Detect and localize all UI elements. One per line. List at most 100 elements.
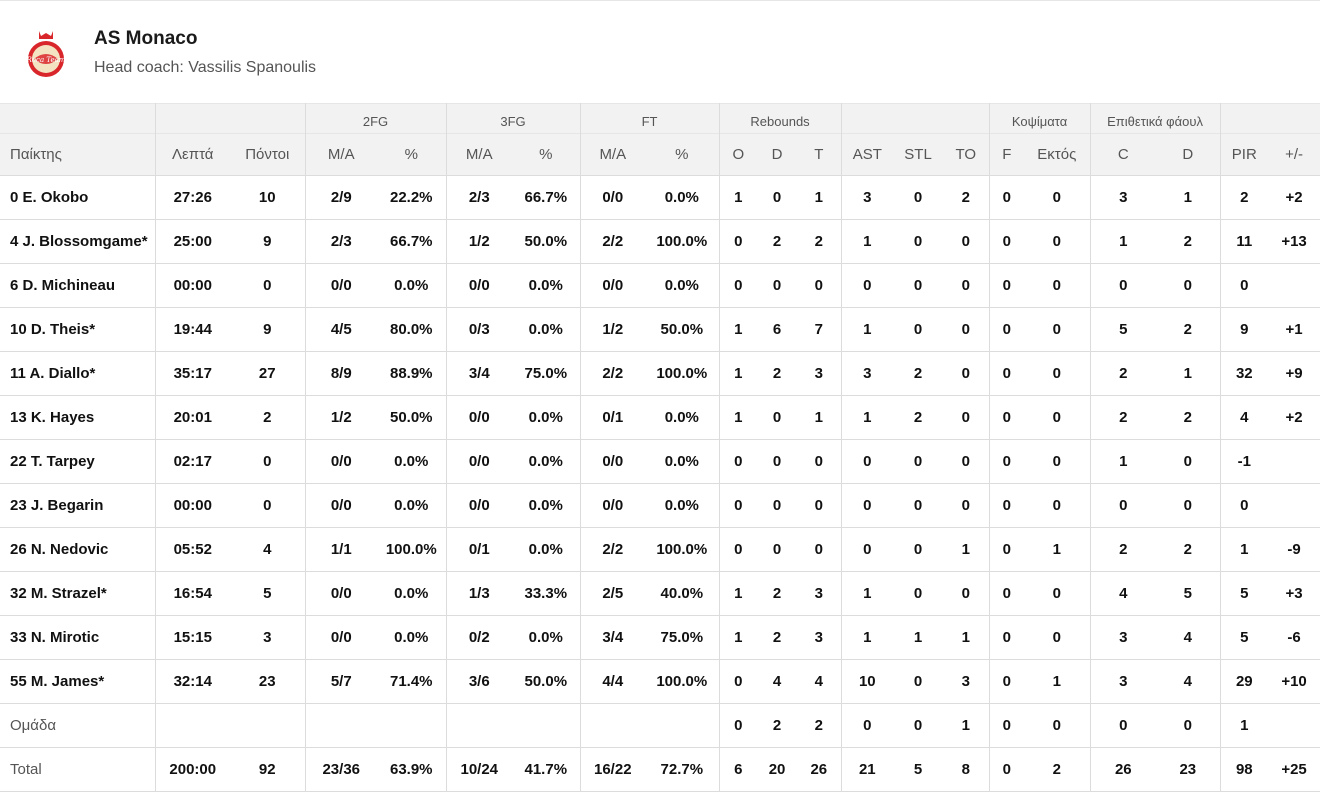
cell-player[interactable]: 4 J. Blossomgame*: [0, 219, 155, 264]
cell-3fg-made-att: 3/4: [445, 351, 513, 396]
col-header-3fg-made-att[interactable]: M/A: [445, 133, 513, 176]
cell-plus-minus: +2: [1268, 395, 1320, 440]
col-header-plus-minus[interactable]: +/-: [1268, 133, 1320, 176]
cell-blocks-for: 0: [988, 483, 1025, 528]
cell-points: 0: [230, 439, 305, 484]
col-header-player[interactable]: Παίκτης: [0, 133, 155, 176]
cell-2fg-pct: 0.0%: [377, 263, 447, 308]
cell-ft-made-att: [579, 703, 646, 748]
cell-reb-off: 0: [718, 527, 758, 572]
cell-fouls-committed: 26: [1089, 747, 1157, 792]
cell-ft-made-att: 1/2: [579, 307, 646, 352]
group-empty-player: [0, 103, 155, 134]
cell-reb-total: 0: [797, 483, 842, 528]
col-header-fouls-drawn[interactable]: D: [1156, 133, 1221, 176]
col-header-ft-pct[interactable]: %: [645, 133, 720, 176]
cell-reb-off: 6: [718, 747, 758, 792]
col-header-pir[interactable]: PIR: [1219, 133, 1269, 176]
col-header-2fg-pct[interactable]: %: [377, 133, 447, 176]
cell-ft-pct: [645, 703, 720, 748]
col-header-ft-made-att[interactable]: M/A: [579, 133, 646, 176]
cell-assists: 1: [840, 395, 894, 440]
cell-fouls-drawn: 0: [1156, 703, 1221, 748]
cell-player[interactable]: 23 J. Begarin: [0, 483, 155, 528]
cell-plus-minus: -6: [1268, 615, 1320, 660]
cell-reb-def: 0: [757, 483, 798, 528]
cell-3fg-pct: [512, 703, 581, 748]
cell-turnovers: 1: [943, 615, 990, 660]
cell-reb-total: 2: [797, 219, 842, 264]
cell-reb-off: 1: [718, 615, 758, 660]
cell-3fg-made-att: 0/2: [445, 615, 513, 660]
team-row: Ομάδα 0 2 2 0 0 1 0 0 0 0 1: [0, 703, 1320, 748]
cell-pir: 11: [1219, 219, 1269, 264]
col-header-blocks-against[interactable]: Εκτός: [1024, 133, 1091, 176]
cell-reb-off: 1: [718, 395, 758, 440]
col-header-2fg-made-att[interactable]: M/A: [304, 133, 377, 176]
col-header-reb-def[interactable]: D: [757, 133, 798, 176]
cell-steals: 0: [893, 483, 944, 528]
cell-minutes: 27:26: [154, 175, 230, 220]
cell-ft-pct: 0.0%: [645, 395, 720, 440]
cell-player[interactable]: 22 T. Tarpey: [0, 439, 155, 484]
col-header-reb-total[interactable]: T: [797, 133, 842, 176]
cell-pir: 1: [1219, 527, 1269, 572]
cell-reb-def: 2: [757, 219, 798, 264]
cell-ft-made-att: 0/0: [579, 175, 646, 220]
col-header-3fg-pct[interactable]: %: [512, 133, 581, 176]
cell-points: 0: [230, 483, 305, 528]
cell-assists: 10: [840, 659, 894, 704]
cell-points: 92: [230, 747, 305, 792]
cell-minutes: 00:00: [154, 263, 230, 308]
cell-assists: 1: [840, 615, 894, 660]
cell-assists: 0: [840, 263, 894, 308]
cell-steals: 2: [893, 351, 944, 396]
cell-turnovers: 2: [943, 175, 990, 220]
cell-player[interactable]: 33 N. Mirotic: [0, 615, 155, 660]
cell-minutes: 25:00: [154, 219, 230, 264]
cell-3fg-made-att: 0/0: [445, 395, 513, 440]
cell-assists: 0: [840, 703, 894, 748]
col-header-steals[interactable]: STL: [893, 133, 944, 176]
cell-reb-def: 6: [757, 307, 798, 352]
cell-steals: 0: [893, 571, 944, 616]
col-header-fouls-committed[interactable]: C: [1089, 133, 1157, 176]
cell-player[interactable]: 10 D. Theis*: [0, 307, 155, 352]
group-blocks: Κοψίματα: [988, 103, 1091, 134]
cell-player[interactable]: 13 K. Hayes: [0, 395, 155, 440]
total-row: Total 200:00 92 23/36 63.9% 10/24 41.7% 16/22 72…: [0, 747, 1320, 792]
cell-player[interactable]: 0 E. Okobo: [0, 175, 155, 220]
cell-2fg-pct: [377, 703, 447, 748]
group-empty-basic: [154, 103, 305, 134]
cell-player[interactable]: 32 M. Strazel*: [0, 571, 155, 616]
team-logo-icon: Roca Team: [27, 31, 65, 77]
col-header-reb-off[interactable]: O: [718, 133, 758, 176]
cell-fouls-drawn: 4: [1156, 659, 1221, 704]
cell-pir: 4: [1219, 395, 1269, 440]
cell-player[interactable]: 6 D. Michineau: [0, 263, 155, 308]
cell-minutes: 35:17: [154, 351, 230, 396]
cell-reb-total: 3: [797, 351, 842, 396]
col-header-assists[interactable]: AST: [840, 133, 894, 176]
cell-reb-total: 26: [797, 747, 842, 792]
cell-blocks-against: 0: [1024, 615, 1091, 660]
cell-player[interactable]: 11 A. Diallo*: [0, 351, 155, 396]
table-header: 2FG 3FG FT Rebounds Κοψίματα Επιθετικά φ…: [0, 103, 1320, 176]
col-header-minutes[interactable]: Λεπτά: [154, 133, 230, 176]
col-header-turnovers[interactable]: TO: [943, 133, 990, 176]
cell-blocks-for: 0: [988, 351, 1025, 396]
cell-reb-total: 0: [797, 263, 842, 308]
cell-reb-off: 0: [718, 219, 758, 264]
cell-reb-total: 3: [797, 571, 842, 616]
cell-reb-total: 0: [797, 439, 842, 484]
cell-2fg-pct: 22.2%: [377, 175, 447, 220]
cell-fouls-drawn: 0: [1156, 483, 1221, 528]
cell-blocks-for: 0: [988, 703, 1025, 748]
cell-reb-off: 1: [718, 351, 758, 396]
col-header-points[interactable]: Πόντοι: [230, 133, 305, 176]
cell-reb-total: 1: [797, 175, 842, 220]
cell-player[interactable]: 26 N. Nedovic: [0, 527, 155, 572]
cell-minutes: 20:01: [154, 395, 230, 440]
cell-player[interactable]: 55 M. James*: [0, 659, 155, 704]
col-header-blocks-for[interactable]: F: [988, 133, 1025, 176]
